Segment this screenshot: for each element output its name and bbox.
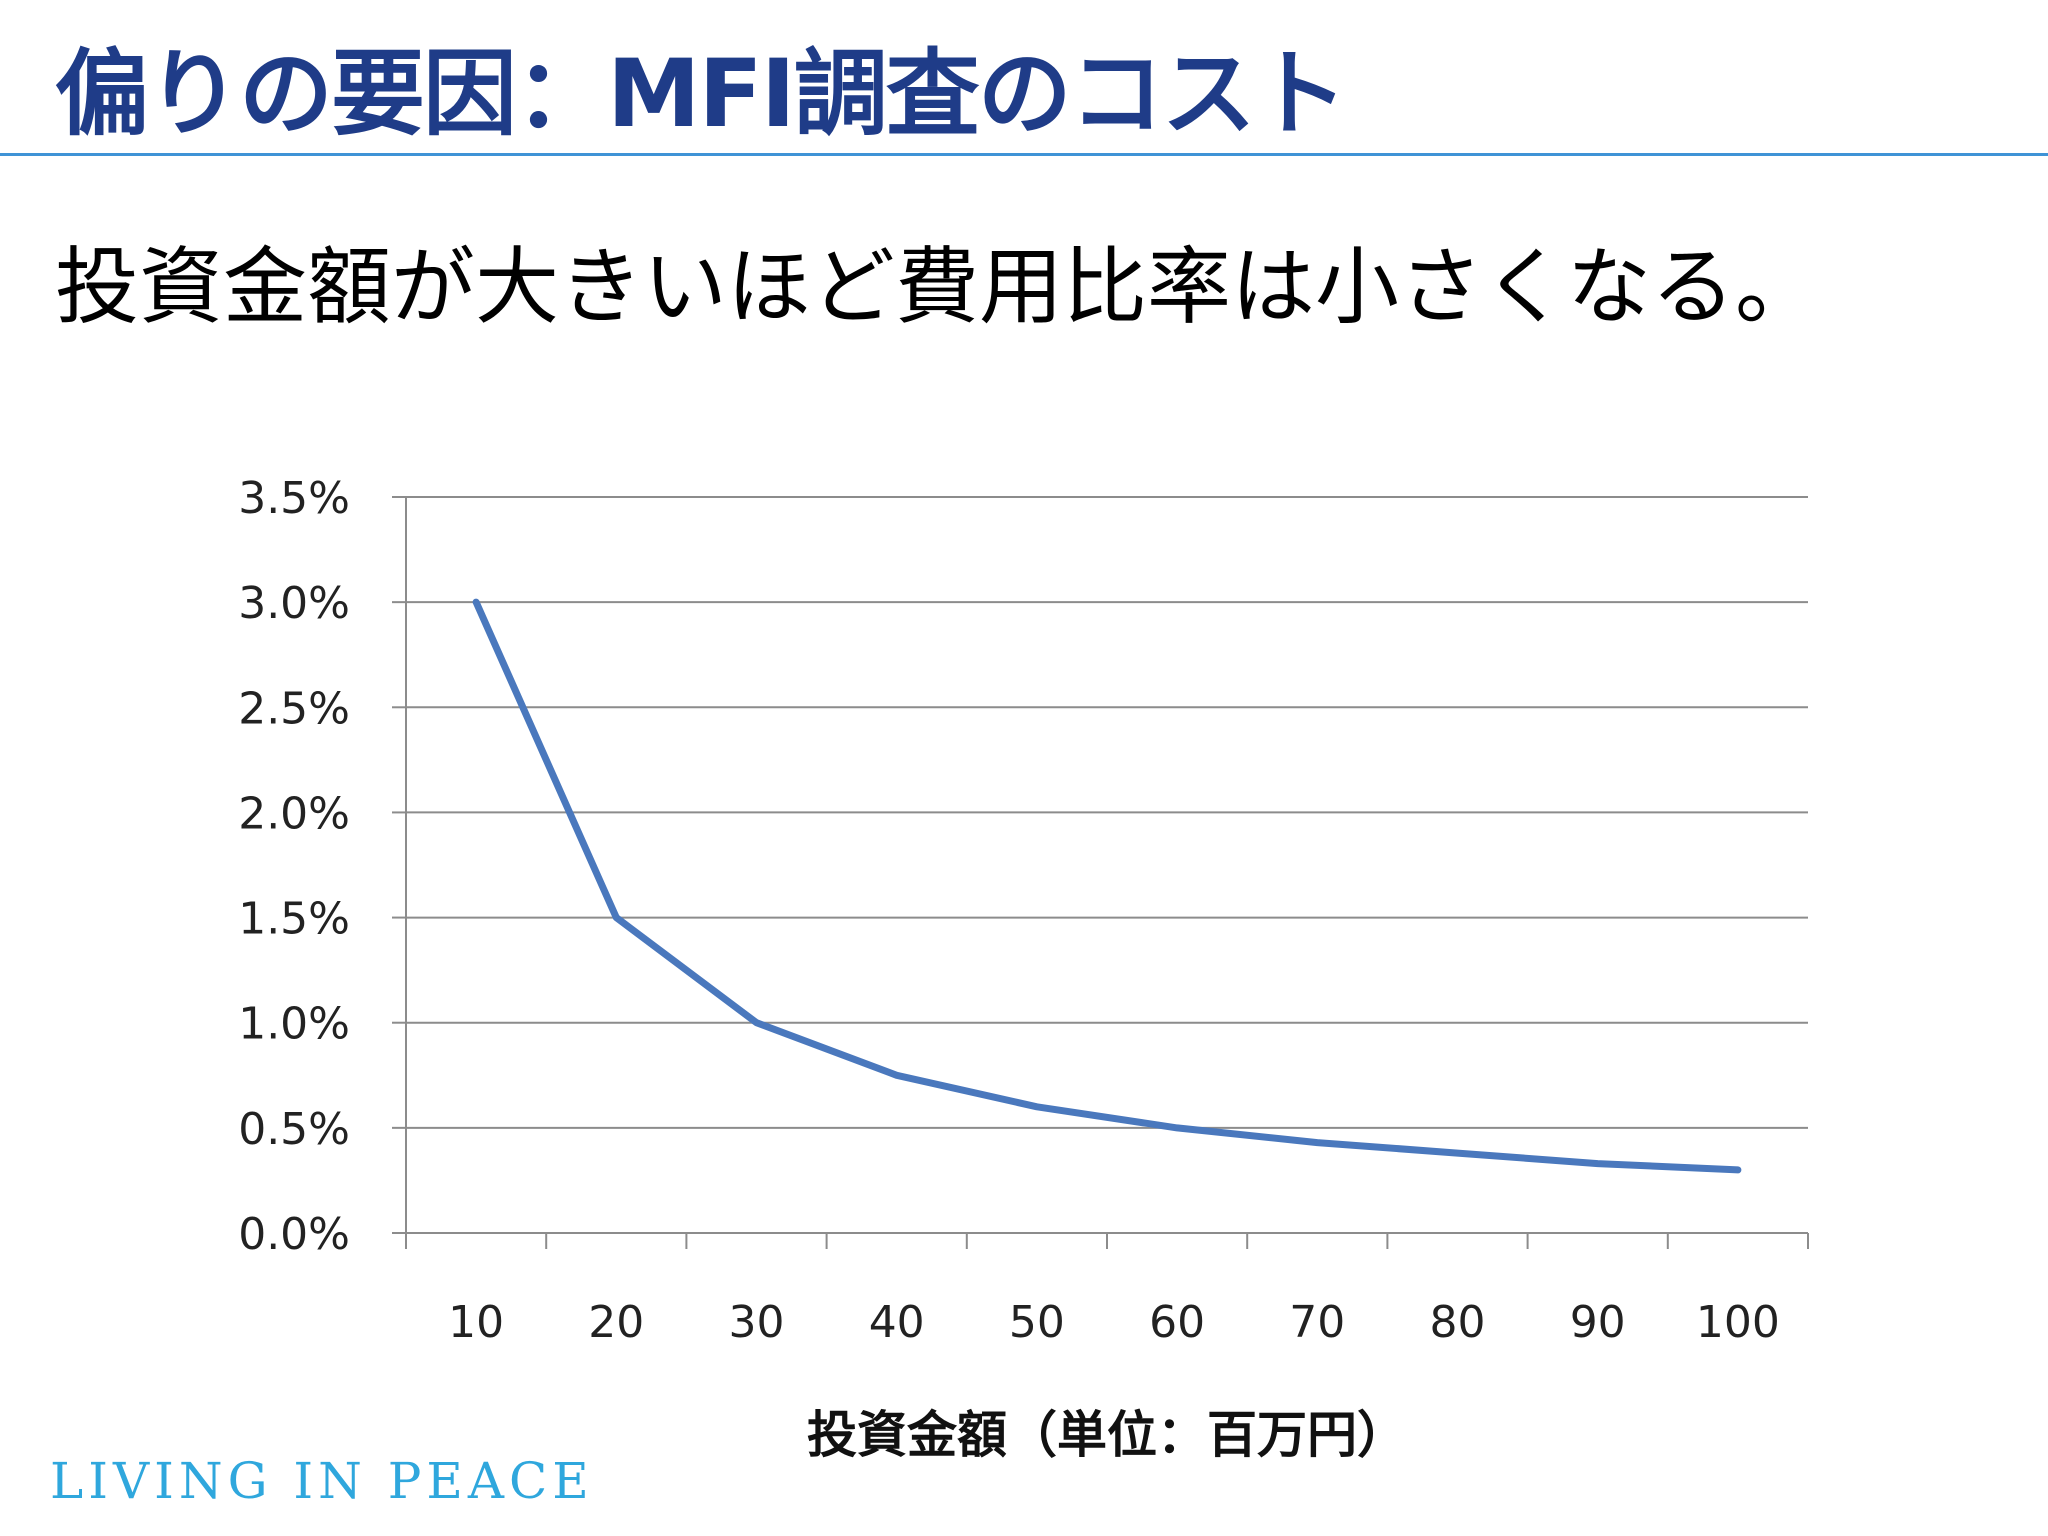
living-in-peace-logo: LIVING IN PEACE [50, 1452, 594, 1510]
title-divider [0, 153, 2048, 156]
data-point [473, 599, 479, 605]
y-tick-label: 3.0% [238, 578, 350, 629]
x-axis-title: 投資金額（単位：百万円） [807, 1406, 1407, 1464]
series-line [472, 598, 1742, 1174]
y-tick-label: 2.5% [238, 683, 350, 734]
gridlines [392, 496, 1808, 1234]
series-layer [472, 598, 1742, 1174]
x-tick-label: 20 [588, 1297, 644, 1348]
y-tick-labels: 0.0% 0.5% 1.0% 1.5% 2.0% 2.5% 3.0% 3.5% [238, 473, 350, 1260]
x-tick-label: 70 [1289, 1297, 1345, 1348]
data-point [754, 1020, 759, 1026]
y-tick-label: 0.5% [238, 1104, 350, 1155]
x-tick-label: 40 [869, 1297, 925, 1348]
y-tick-label: 1.0% [238, 999, 350, 1050]
slide-subtitle: 投資金額が大きいほど費用比率は小さくなる。 [55, 238, 1820, 336]
data-point [613, 915, 619, 921]
x-tick-label: 90 [1570, 1297, 1626, 1348]
data-point [1314, 1140, 1320, 1146]
data-point [1455, 1150, 1460, 1156]
data-point [1735, 1167, 1741, 1173]
data-point [1034, 1104, 1040, 1110]
y-tick-label: 2.0% [238, 788, 350, 839]
slide-title: 偏りの要因：MFI調査のコスト [55, 40, 1348, 149]
y-tick-label: 1.5% [238, 894, 350, 945]
x-tick-label: 30 [729, 1297, 785, 1348]
x-tick-marks [405, 1233, 1809, 1249]
data-point [1174, 1125, 1180, 1131]
y-tick-label: 0.0% [238, 1209, 350, 1260]
x-tick-label: 10 [448, 1297, 504, 1348]
x-tick-label: 80 [1430, 1297, 1486, 1348]
data-point [1595, 1161, 1601, 1167]
x-tick-label: 50 [1009, 1297, 1065, 1348]
y-tick-label: 3.5% [238, 473, 350, 524]
x-tick-labels: 10 20 30 40 50 60 70 80 90 100 [448, 1297, 1780, 1348]
x-tick-label: 100 [1696, 1297, 1780, 1348]
data-point [894, 1072, 900, 1078]
x-tick-label: 60 [1149, 1297, 1205, 1348]
